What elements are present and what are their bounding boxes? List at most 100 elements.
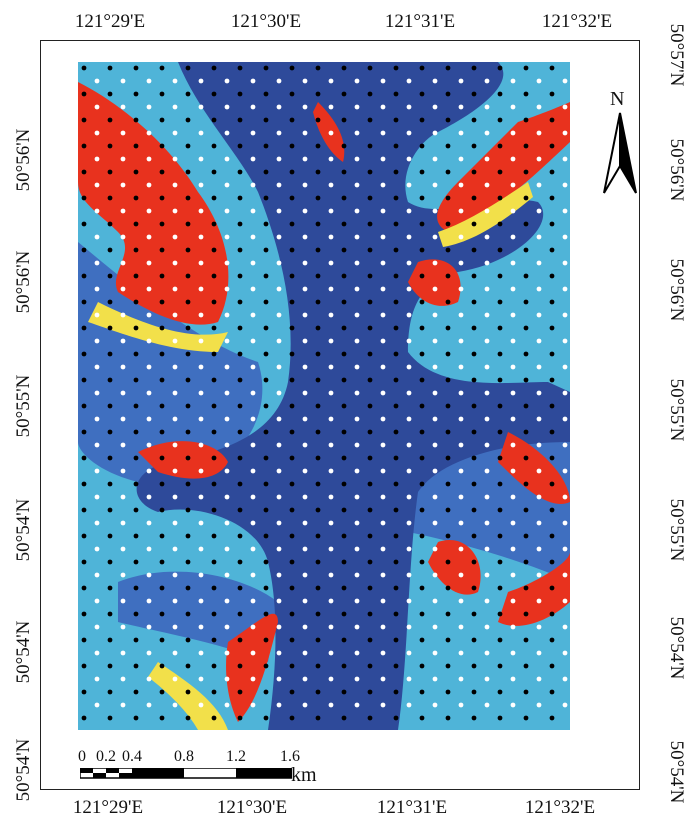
sample-point [185, 507, 191, 513]
sample-point [120, 364, 126, 370]
sample-point [341, 91, 347, 97]
sample-point [120, 286, 126, 292]
sample-point [523, 195, 529, 201]
sample-point [471, 559, 477, 565]
sample-point [354, 104, 360, 110]
sample-point [302, 546, 308, 552]
sample-point [94, 208, 100, 214]
sample-point [211, 247, 217, 253]
sample-point [172, 520, 178, 526]
sample-point [172, 468, 178, 474]
sample-point [432, 702, 438, 708]
sample-point [289, 403, 295, 409]
sample-point [367, 247, 373, 253]
sample-point [237, 585, 243, 591]
sample-point [146, 364, 152, 370]
sample-point [393, 715, 399, 721]
sample-point [120, 442, 126, 448]
sample-point [302, 286, 308, 292]
sample-point [484, 286, 490, 292]
sample-point [302, 650, 308, 656]
sample-point [445, 481, 451, 487]
sample-point [549, 533, 555, 539]
sample-point [471, 351, 477, 357]
sample-point [250, 442, 256, 448]
sample-point [328, 78, 334, 84]
sample-point [458, 130, 464, 136]
sample-point [120, 676, 126, 682]
sample-point [302, 494, 308, 500]
sample-point [302, 416, 308, 422]
sample-point [185, 299, 191, 305]
sample-point [250, 468, 256, 474]
sample-point [393, 325, 399, 331]
sample-point [172, 234, 178, 240]
sample-point [562, 390, 568, 396]
sample-point [549, 585, 555, 591]
sample-point [445, 117, 451, 123]
sample-point [315, 429, 321, 435]
sample-point [302, 702, 308, 708]
sample-point [562, 156, 568, 162]
sample-point [497, 559, 503, 565]
sample-point [224, 260, 230, 266]
sample-point [211, 455, 217, 461]
sample-point [276, 286, 282, 292]
sample-point [146, 130, 152, 136]
sample-point [393, 247, 399, 253]
sample-point [497, 195, 503, 201]
sample-point [250, 572, 256, 578]
sample-point [380, 78, 386, 84]
sample-point [432, 260, 438, 266]
sample-point [94, 650, 100, 656]
sample-point [458, 702, 464, 708]
sample-point [185, 637, 191, 643]
sample-point [419, 117, 425, 123]
sample-point [289, 585, 295, 591]
sample-point [367, 481, 373, 487]
sample-point [133, 169, 139, 175]
sample-point [133, 715, 139, 721]
sample-point [562, 520, 568, 526]
sample-point [159, 429, 165, 435]
sample-point [302, 78, 308, 84]
sample-point [536, 416, 542, 422]
sample-point [367, 507, 373, 513]
sample-point [380, 390, 386, 396]
sample-point [133, 559, 139, 565]
sample-point [198, 104, 204, 110]
sample-point [198, 182, 204, 188]
sample-point [315, 117, 321, 123]
sample-point [276, 442, 282, 448]
sample-point [159, 143, 165, 149]
sample-point [328, 598, 334, 604]
sample-point [289, 117, 295, 123]
sample-point [471, 403, 477, 409]
sample-point [81, 377, 87, 383]
sample-point [159, 637, 165, 643]
sample-point [146, 208, 152, 214]
sample-point [341, 377, 347, 383]
sample-point [315, 611, 321, 617]
sample-point [328, 234, 334, 240]
sample-point [159, 403, 165, 409]
left-lat-label: 50°56'N [13, 250, 34, 314]
sample-point [406, 546, 412, 552]
sample-point [172, 156, 178, 162]
sample-point [536, 676, 542, 682]
sample-point [94, 286, 100, 292]
sample-point [484, 572, 490, 578]
sample-point [406, 572, 412, 578]
sample-point [484, 156, 490, 162]
sample-point [341, 481, 347, 487]
sample-point [497, 169, 503, 175]
sample-point [510, 442, 516, 448]
scale-bar-segments [80, 768, 292, 779]
sample-point [250, 390, 256, 396]
sample-point [146, 78, 152, 84]
sample-point [341, 117, 347, 123]
sample-point [393, 507, 399, 513]
sample-point [172, 624, 178, 630]
sample-point [133, 273, 139, 279]
sample-point [107, 221, 113, 227]
